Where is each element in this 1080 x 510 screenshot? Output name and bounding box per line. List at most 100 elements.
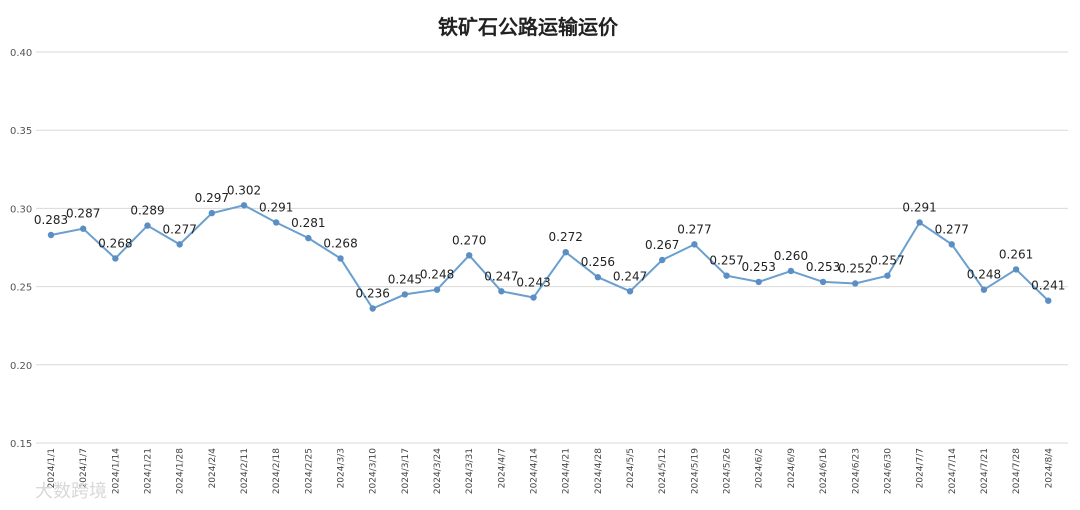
data-label: 0.268 <box>98 236 132 250</box>
data-point <box>466 252 473 259</box>
x-tick-label: 2024/7/21 <box>980 448 990 494</box>
data-point <box>176 241 183 248</box>
data-label: 0.268 <box>323 236 357 250</box>
data-label: 0.260 <box>774 249 808 263</box>
series-line <box>50 204 1049 310</box>
x-axis-ticks: 2024/1/1 2024/1/7 2024/1/14 2024/1/21 2024/1… <box>47 448 1054 494</box>
x-tick-label: 2024/4/28 <box>594 448 604 494</box>
x-tick-label: 2024/7/7 <box>916 448 926 488</box>
x-tick-label: 2024/2/25 <box>304 448 314 494</box>
data-label: 0.291 <box>259 200 293 214</box>
x-tick-label: 2024/2/11 <box>240 448 250 494</box>
data-point <box>144 222 151 229</box>
data-point <box>112 255 119 262</box>
data-label: 0.261 <box>999 247 1033 261</box>
data-label: 0.247 <box>484 269 518 283</box>
data-label: 0.277 <box>677 222 711 236</box>
data-point <box>594 274 602 281</box>
data-point <box>337 255 344 262</box>
x-tick-label: 2024/1/28 <box>176 448 186 494</box>
x-tick-label: 2024/3/17 <box>401 448 411 494</box>
x-tick-label: 2024/8/4 <box>1044 448 1054 489</box>
x-tick-label: 2024/7/14 <box>948 448 958 494</box>
x-tick-label: 2024/5/12 <box>658 448 668 494</box>
y-tick-label: 0.25 <box>10 283 32 294</box>
data-label: 0.287 <box>66 207 100 221</box>
data-point <box>1045 297 1052 304</box>
data-point <box>305 234 312 242</box>
x-tick-label: 2024/5/26 <box>723 448 733 494</box>
data-label: 0.297 <box>195 191 229 205</box>
data-label: 0.257 <box>709 254 743 268</box>
data-label: 0.283 <box>34 213 68 227</box>
data-point <box>272 219 280 226</box>
x-tick-label: 2024/6/23 <box>851 448 861 494</box>
data-label: 0.248 <box>967 268 1001 282</box>
y-tick-label: 0.40 <box>10 48 32 59</box>
data-label: 0.281 <box>291 216 325 230</box>
data-label: 0.253 <box>742 260 776 274</box>
data-label: 0.245 <box>388 272 422 286</box>
data-label: 0.277 <box>935 222 969 236</box>
x-tick-label: 2024/7/28 <box>1012 448 1022 494</box>
data-point <box>433 286 441 293</box>
data-label: 0.270 <box>452 233 486 247</box>
data-point <box>852 280 859 287</box>
data-label: 0.241 <box>1031 279 1065 293</box>
x-tick-label: 2024/1/1 <box>47 448 57 488</box>
watermark: 大数跨境 <box>35 481 107 502</box>
data-point <box>659 256 666 264</box>
x-tick-label: 2024/2/4 <box>208 448 218 489</box>
data-label: 0.302 <box>227 183 261 197</box>
data-point <box>562 248 569 256</box>
data-point <box>401 291 409 298</box>
data-label: 0.248 <box>420 268 454 282</box>
data-label: 0.247 <box>613 269 647 283</box>
data-point <box>369 305 376 312</box>
data-label: 0.253 <box>806 260 840 274</box>
data-point <box>530 294 537 301</box>
x-tick-label: 2024/3/10 <box>369 448 379 494</box>
data-point <box>755 278 762 286</box>
data-point <box>208 209 216 217</box>
data-point <box>916 219 923 226</box>
x-tick-label: 2024/1/21 <box>144 448 154 494</box>
x-tick-label: 2024/4/14 <box>530 448 540 494</box>
x-tick-label: 2024/6/16 <box>819 448 829 494</box>
x-tick-label: 2024/6/2 <box>755 448 765 488</box>
y-tick-label: 0.30 <box>10 204 32 215</box>
data-point <box>691 241 698 248</box>
data-label: 0.243 <box>516 276 550 290</box>
data-point <box>498 288 505 295</box>
data-label: 0.272 <box>549 230 583 244</box>
x-tick-label: 2024/4/7 <box>497 448 507 488</box>
data-point <box>626 288 634 295</box>
data-label: 0.267 <box>645 238 679 252</box>
y-axis-ticks: 0.15 0.20 0.25 0.30 0.35 0.40 <box>10 48 32 450</box>
data-point <box>884 272 891 279</box>
data-label: 0.236 <box>356 286 390 300</box>
x-tick-label: 2024/5/19 <box>690 448 700 494</box>
x-tick-label: 2024/1/14 <box>111 448 121 494</box>
data-point <box>79 225 87 232</box>
data-label: 0.291 <box>902 200 936 214</box>
y-tick-label: 0.20 <box>10 361 32 372</box>
x-tick-label: 2024/6/9 <box>787 448 797 489</box>
x-tick-label: 2024/3/24 <box>433 448 443 494</box>
x-tick-label: 2024/1/7 <box>79 448 89 488</box>
data-label: 0.289 <box>130 204 164 218</box>
chart-title: 铁矿石公路运输运价 <box>438 15 619 39</box>
x-tick-label: 2024/6/30 <box>883 448 893 494</box>
data-label: 0.256 <box>581 255 615 269</box>
data-point <box>723 272 730 279</box>
data-point <box>980 286 988 293</box>
data-label: 0.252 <box>838 261 872 275</box>
data-point <box>787 267 795 275</box>
data-point <box>948 241 955 248</box>
data-point <box>240 202 248 209</box>
data-point <box>819 278 827 286</box>
x-tick-label: 2024/2/18 <box>272 448 282 494</box>
y-tick-label: 0.15 <box>10 439 32 450</box>
